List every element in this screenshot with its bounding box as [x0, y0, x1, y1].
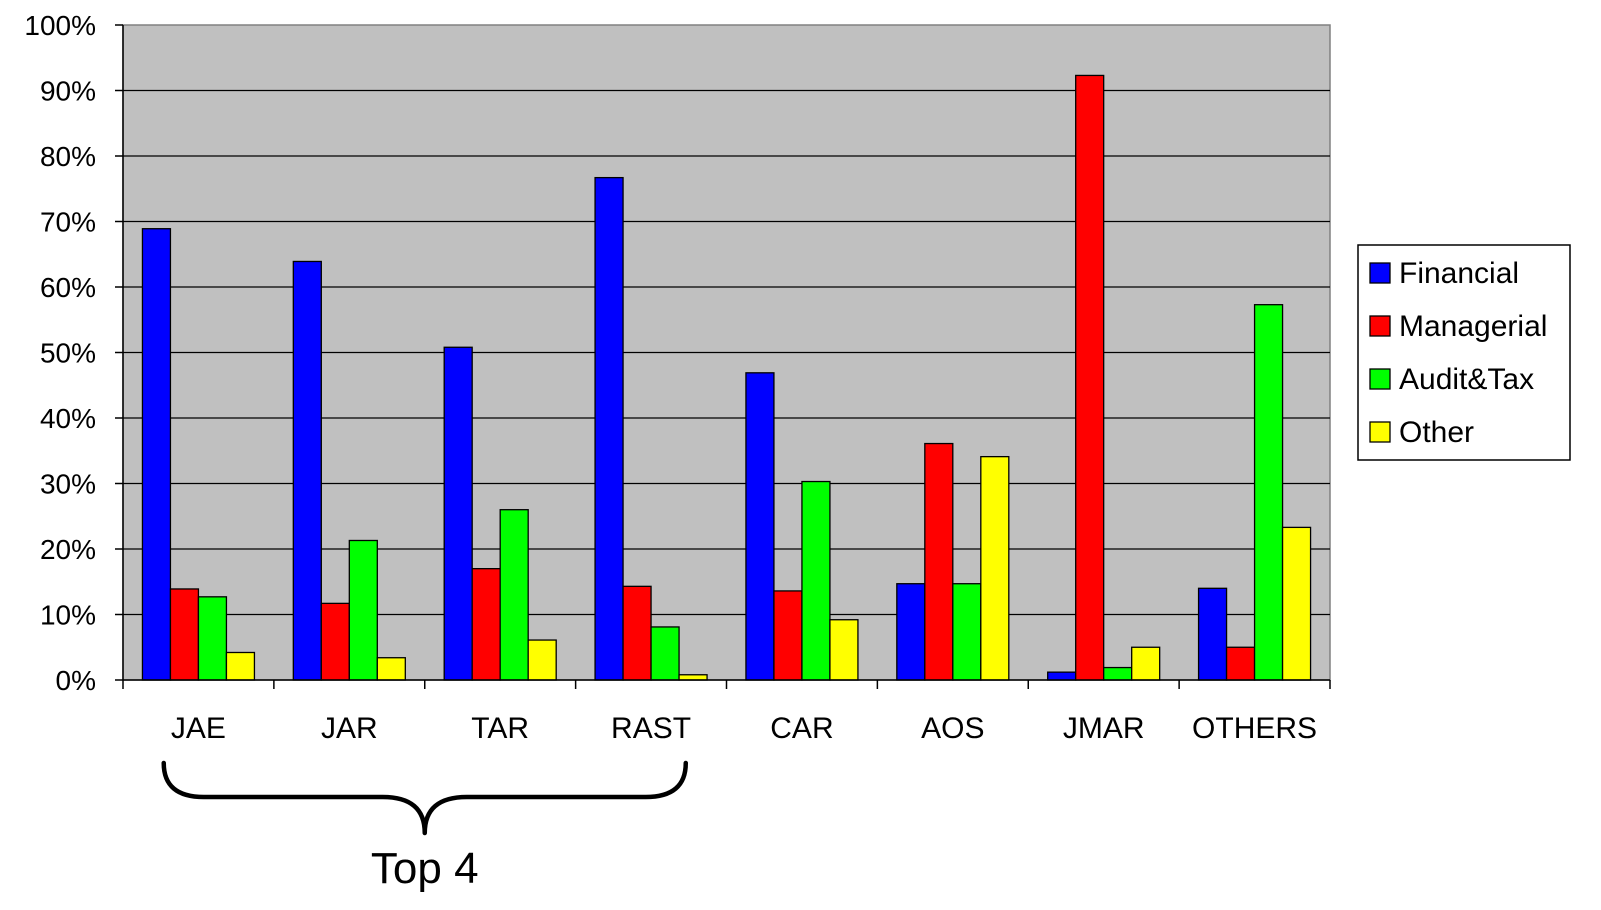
bar-financial-tar [443, 346, 473, 681]
bar-other-aos [980, 455, 1010, 681]
bar-financial-car [745, 372, 775, 681]
bar-financial-jae [141, 228, 172, 681]
bar-financial-jmar [1047, 671, 1077, 681]
y-tick-label: 40% [40, 403, 96, 434]
bar-managerial-car [773, 590, 803, 681]
bar-managerial-jae [169, 588, 200, 681]
legend-swatch [1369, 368, 1391, 390]
x-tick-label: AOS [921, 712, 984, 745]
bar-audit-tax-jar [348, 539, 378, 681]
y-tick-label: 70% [40, 207, 96, 238]
x-tick-label: JAR [321, 712, 378, 745]
x-tick-label: TAR [471, 712, 529, 745]
x-tick-label: JAE [171, 712, 226, 745]
bar-audit-tax-others [1253, 304, 1284, 681]
y-tick-label: 80% [40, 141, 96, 172]
bar-audit-tax-jmar [1103, 666, 1133, 681]
y-tick-label: 0% [56, 665, 96, 696]
legend-label: Audit&Tax [1399, 363, 1534, 396]
bar-other-car [829, 619, 859, 681]
x-tick-label: JMAR [1063, 712, 1145, 745]
legend-swatch [1369, 262, 1391, 284]
bar-other-jmar [1131, 646, 1161, 681]
legend-label: Other [1399, 416, 1474, 449]
bar-audit-tax-rast [650, 626, 680, 681]
bar-financial-others [1197, 587, 1228, 681]
legend-box [1357, 244, 1571, 461]
bar-other-others [1281, 526, 1312, 681]
bar-financial-jar [292, 260, 322, 681]
bar-audit-tax-jae [197, 596, 228, 681]
x-tick-label: OTHERS [1192, 712, 1317, 745]
bar-audit-tax-aos [952, 583, 982, 681]
axes: 0% 10% 20% 30% 40% 50% 60% 70% 80% 90% 100% JAE JAR T… [24, 10, 1331, 745]
bar-other-rast [678, 674, 708, 681]
bar-audit-tax-tar [499, 509, 529, 681]
y-tick-label: 90% [40, 76, 96, 107]
bar-managerial-aos [924, 442, 954, 681]
top4-label: Top 4 [371, 844, 479, 893]
bar-financial-rast [594, 176, 624, 681]
y-tick-label: 60% [40, 272, 96, 303]
legend-swatch [1369, 315, 1391, 337]
x-tick-label: CAR [770, 712, 833, 745]
y-tick-label: 100% [24, 10, 96, 41]
legend: Financial Managerial Audit&Tax Other [1357, 244, 1571, 461]
x-tick-label: RAST [611, 712, 691, 745]
bar-managerial-rast [622, 585, 652, 681]
top4-brace [161, 760, 689, 836]
annotations: Top 4 [161, 760, 689, 893]
legend-label: Managerial [1399, 310, 1547, 343]
plot-area [122, 24, 1331, 681]
bar-managerial-tar [471, 568, 501, 681]
legend-swatch [1369, 421, 1391, 443]
bar-other-tar [527, 639, 557, 681]
y-tick-label: 50% [40, 338, 96, 369]
bar-managerial-others [1225, 646, 1256, 681]
bar-other-jae [225, 651, 256, 681]
bar-managerial-jar [320, 602, 350, 681]
y-tick-label: 20% [40, 534, 96, 565]
y-tick-label: 30% [40, 469, 96, 500]
bar-managerial-jmar [1075, 74, 1105, 681]
bar-other-jar [376, 657, 406, 681]
legend-label: Financial [1399, 257, 1519, 290]
bar-audit-tax-car [801, 480, 831, 681]
bar-financial-aos [896, 583, 926, 681]
y-tick-label: 10% [40, 600, 96, 631]
